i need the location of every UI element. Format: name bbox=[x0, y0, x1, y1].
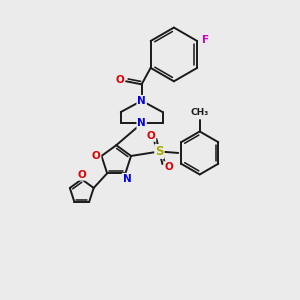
Text: O: O bbox=[92, 151, 100, 161]
Text: N: N bbox=[122, 174, 131, 184]
Text: N: N bbox=[137, 118, 146, 128]
Text: S: S bbox=[155, 145, 164, 158]
Text: O: O bbox=[77, 170, 86, 180]
Text: O: O bbox=[165, 162, 173, 172]
Text: O: O bbox=[115, 75, 124, 85]
Text: F: F bbox=[202, 34, 209, 44]
Text: N: N bbox=[137, 96, 146, 106]
Text: CH₃: CH₃ bbox=[190, 109, 209, 118]
Text: O: O bbox=[147, 131, 155, 141]
